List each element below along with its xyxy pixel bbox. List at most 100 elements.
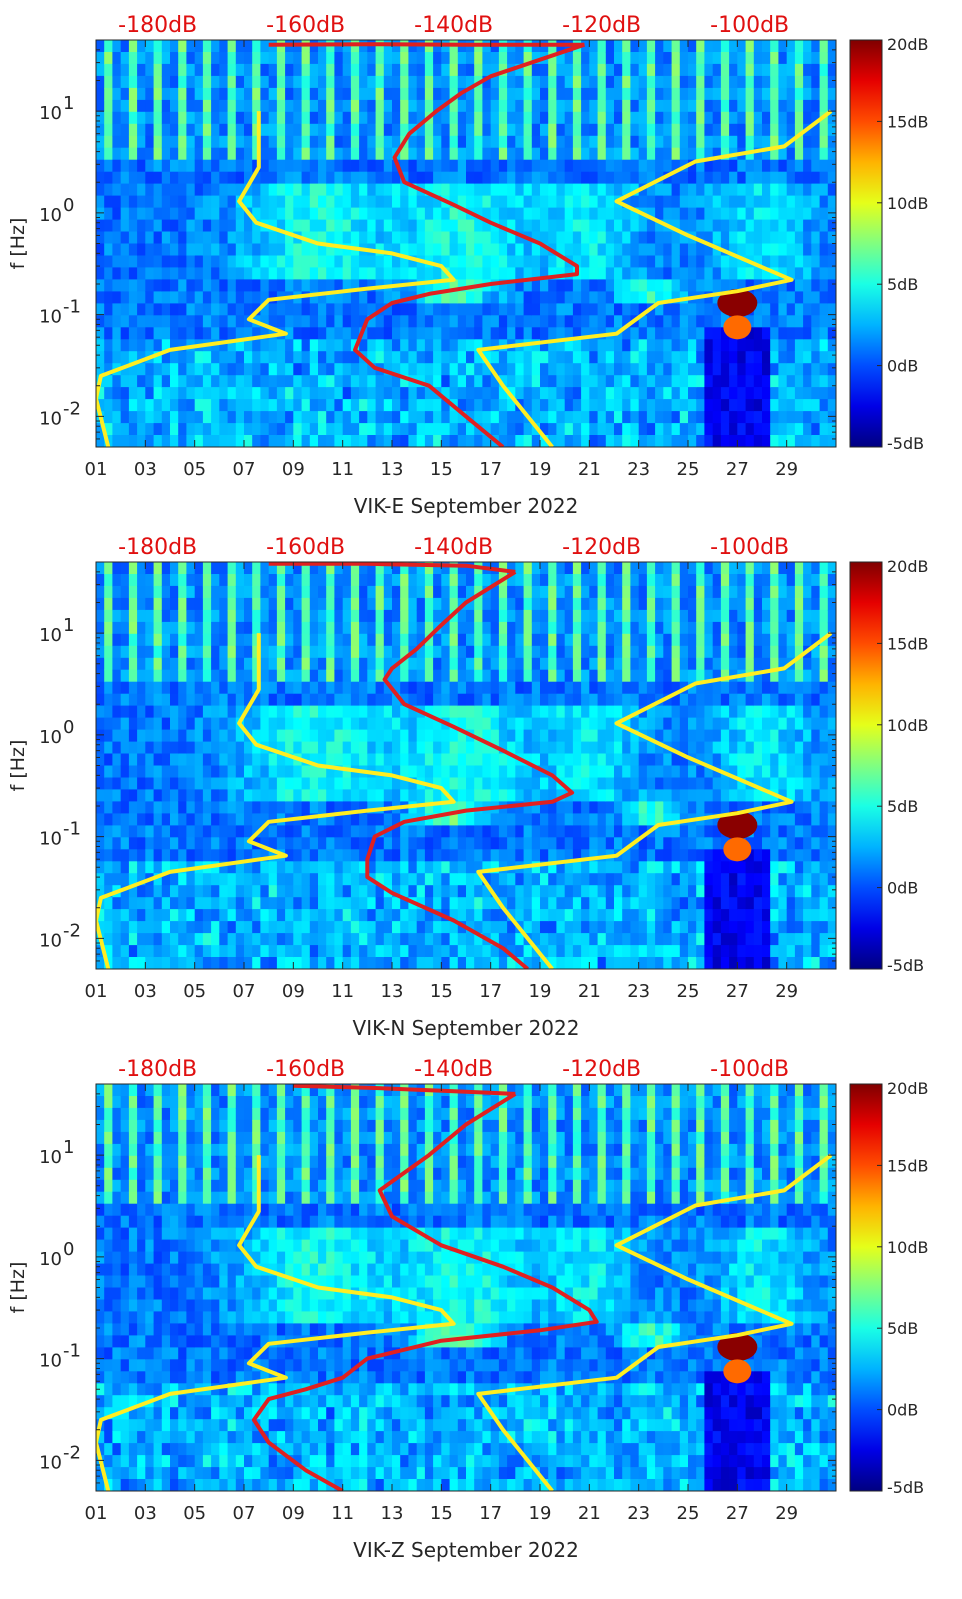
spectrogram-cell: [523, 435, 533, 447]
spectrogram-cell: [498, 957, 508, 969]
spectrogram-cell: [350, 957, 360, 969]
spectrogram-cell: [490, 645, 500, 659]
spectrogram-cell: [392, 111, 401, 125]
spectrogram-cell: [219, 717, 229, 731]
spectrogram-cell: [441, 75, 451, 89]
spectrogram-cell: [334, 351, 344, 364]
spectrogram-cell: [145, 315, 155, 328]
spectrogram-cell: [153, 147, 163, 161]
spectrogram-cell: [531, 99, 541, 113]
spectrogram-cell: [433, 339, 442, 352]
spectrogram-cell: [466, 849, 475, 862]
spectrogram-cell: [145, 399, 155, 412]
spectrogram-cell: [235, 837, 245, 850]
spectrogram-cell: [753, 411, 763, 424]
spectrogram-cell: [762, 303, 771, 316]
spectrogram-cell: [137, 681, 146, 695]
spectrogram-cell: [153, 897, 163, 910]
spectrogram-cell: [104, 945, 113, 958]
spectrogram-cell: [548, 363, 557, 376]
spectrogram-cell: [161, 813, 171, 826]
spectrogram-cell: [507, 399, 516, 412]
spectrogram-cell: [737, 423, 747, 436]
spectrogram-cell: [770, 111, 779, 125]
spectrogram-cell: [424, 597, 434, 611]
spectrogram-cell: [178, 933, 187, 946]
spectrogram-cell: [482, 861, 492, 874]
colorbar: [849, 39, 883, 448]
spectrogram-cell: [556, 399, 566, 412]
spectrogram-cell: [433, 243, 442, 257]
spectrogram-cell: [605, 267, 615, 280]
spectrogram-cell: [638, 231, 648, 245]
spectrogram-cell: [120, 765, 130, 779]
spectrogram-cell: [178, 183, 187, 197]
spectrogram-cell: [350, 609, 360, 623]
spectrogram-cell: [334, 897, 344, 910]
spectrogram-cell: [137, 717, 146, 731]
spectrogram-cell: [778, 243, 788, 257]
spectrogram-cell: [145, 339, 155, 352]
spectrogram-cell: [679, 435, 689, 447]
spectrogram-cell: [630, 255, 640, 269]
spectrogram-cell: [498, 693, 508, 707]
spectrogram-cell: [112, 279, 122, 292]
spectrogram-cell: [342, 585, 352, 599]
spectrogram-cell: [408, 873, 418, 886]
spectrogram-cell: [137, 52, 146, 65]
spectrogram-cell: [367, 147, 377, 161]
spectrogram-cell: [466, 873, 475, 886]
spectrogram-cell: [227, 123, 237, 137]
spectrogram-cell: [153, 849, 163, 862]
spectrogram-cell: [466, 753, 475, 767]
spectrogram-cell: [137, 219, 146, 233]
spectrogram-cell: [827, 315, 836, 328]
spectrogram-cell: [235, 339, 245, 352]
spectrogram-cell: [466, 633, 475, 647]
spectrogram-cell: [309, 159, 319, 173]
spectrogram-cell: [572, 195, 582, 209]
spectrogram-cell: [104, 885, 113, 898]
spectrogram-cell: [318, 255, 327, 269]
spectrogram-cell: [178, 267, 187, 280]
spectrogram-cell: [367, 435, 377, 447]
spectrogram-cell: [244, 801, 253, 814]
spectrogram-cell: [318, 681, 327, 695]
spectrogram-cell: [120, 669, 130, 683]
spectrogram-cell: [433, 729, 442, 743]
spectrogram-cell: [137, 399, 146, 412]
spectrogram-cell: [778, 435, 788, 447]
spectrogram-cell: [293, 339, 303, 352]
spectrogram-cell: [285, 351, 294, 364]
spectrogram-cell: [572, 135, 582, 149]
spectrogram-cell: [268, 399, 278, 412]
spectrogram-cell: [416, 243, 426, 257]
spectrogram-cell: [622, 183, 631, 197]
spectrogram-cell: [153, 825, 163, 838]
spectrogram-cell: [194, 957, 204, 969]
spectrogram-cell: [342, 753, 352, 767]
spectrogram-cell: [359, 267, 368, 280]
spectrogram-cell: [104, 171, 113, 185]
spectrogram-cell: [326, 171, 335, 185]
spectrogram-cell: [293, 633, 303, 647]
spectrogram-cell: [482, 375, 492, 388]
spectrogram-cell: [334, 621, 344, 635]
colorbar-label: 10dB: [887, 194, 929, 213]
spectrogram-cell: [342, 789, 352, 802]
spectrogram-cell: [408, 849, 418, 862]
spectrogram-cell: [712, 123, 722, 137]
spectrogram-cell: [441, 351, 451, 364]
spectrogram-cell: [589, 435, 599, 447]
spectrogram-cell: [326, 435, 335, 447]
spectrogram-cell: [383, 621, 393, 635]
spectrogram-cell: [194, 267, 204, 280]
spectrogram-cell: [350, 52, 360, 65]
spectrogram-cell: [128, 957, 138, 969]
spectrogram-cell: [655, 243, 664, 257]
spectrogram-cell: [326, 873, 335, 886]
spectrogram-cell: [301, 777, 311, 791]
spectrogram-cell: [293, 777, 303, 791]
spectrogram-cell: [318, 195, 327, 209]
spectrogram-cell: [416, 411, 426, 424]
